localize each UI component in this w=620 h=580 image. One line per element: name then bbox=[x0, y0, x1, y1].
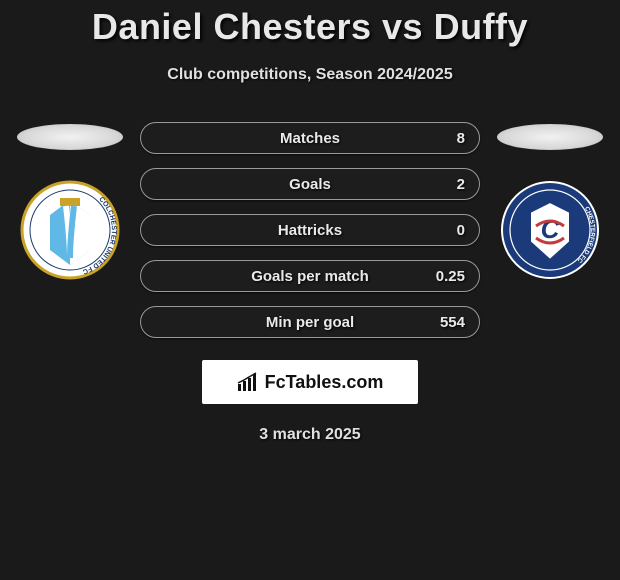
left-club-badge: COLCHESTER UNITED FC bbox=[20, 180, 120, 280]
stat-pill-gpm: Goals per match 0.25 bbox=[140, 260, 480, 292]
colchester-badge-icon: COLCHESTER UNITED FC bbox=[20, 180, 120, 280]
stat-label: Goals bbox=[289, 176, 331, 193]
brand-box[interactable]: FcTables.com bbox=[202, 360, 418, 404]
subtitle: Club competitions, Season 2024/2025 bbox=[0, 66, 620, 84]
stat-pill-mpg: Min per goal 554 bbox=[140, 306, 480, 338]
stat-label: Goals per match bbox=[251, 268, 369, 285]
comparison-row: COLCHESTER UNITED FC Matches 8 Goals 2 H… bbox=[0, 122, 620, 338]
date-line: 3 march 2025 bbox=[0, 426, 620, 444]
stat-value-right: 554 bbox=[440, 314, 465, 331]
stat-value-right: 8 bbox=[457, 130, 465, 147]
stat-label: Matches bbox=[280, 130, 340, 147]
bars-growth-icon bbox=[237, 372, 259, 392]
stat-pill-matches: Matches 8 bbox=[140, 122, 480, 154]
right-player-column: C CHESTERFIELD FC bbox=[490, 122, 610, 280]
stat-value-right: 2 bbox=[457, 176, 465, 193]
stat-label: Hattricks bbox=[278, 222, 342, 239]
stat-value-right: 0 bbox=[457, 222, 465, 239]
brand-label: FcTables.com bbox=[265, 372, 384, 393]
stat-value-right: 0.25 bbox=[436, 268, 465, 285]
chesterfield-badge-icon: C CHESTERFIELD FC bbox=[500, 180, 600, 280]
right-player-face-placeholder bbox=[497, 124, 603, 150]
left-player-face-placeholder bbox=[17, 124, 123, 150]
svg-text:C: C bbox=[541, 214, 561, 244]
stat-pill-hattricks: Hattricks 0 bbox=[140, 214, 480, 246]
stat-label: Min per goal bbox=[266, 314, 354, 331]
stat-pill-goals: Goals 2 bbox=[140, 168, 480, 200]
stats-column: Matches 8 Goals 2 Hattricks 0 Goals per … bbox=[140, 122, 480, 338]
left-player-column: COLCHESTER UNITED FC bbox=[10, 122, 130, 280]
page-title: Daniel Chesters vs Duffy bbox=[0, 0, 620, 48]
right-club-badge: C CHESTERFIELD FC bbox=[500, 180, 600, 280]
